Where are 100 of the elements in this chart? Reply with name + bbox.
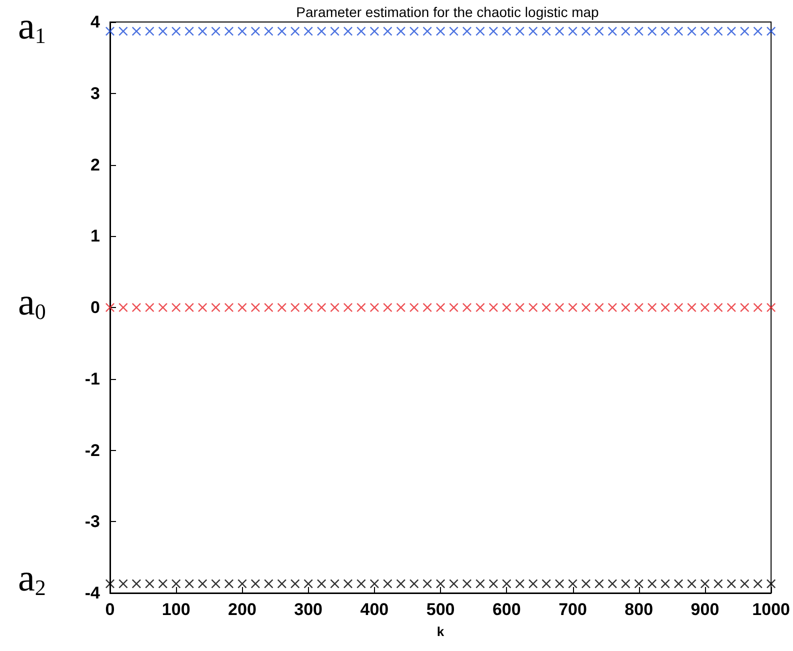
y-tick-label: -1 bbox=[84, 369, 100, 388]
y-tick-label: 2 bbox=[90, 155, 100, 174]
point bbox=[118, 303, 128, 312]
point bbox=[753, 26, 762, 36]
point bbox=[594, 303, 604, 312]
point bbox=[542, 303, 551, 312]
point bbox=[422, 579, 432, 588]
point bbox=[106, 579, 114, 588]
point bbox=[264, 26, 274, 36]
point bbox=[410, 579, 419, 588]
point bbox=[488, 579, 498, 588]
point bbox=[581, 579, 590, 588]
point bbox=[726, 26, 736, 36]
point bbox=[264, 579, 274, 588]
point bbox=[687, 303, 696, 312]
x-tick-label: 300 bbox=[294, 600, 323, 619]
y-tick-label: 1 bbox=[90, 226, 100, 246]
chart-title: Parameter estimation for the chaotic logistic map bbox=[296, 4, 600, 20]
point bbox=[370, 26, 379, 36]
point bbox=[515, 579, 524, 588]
point bbox=[674, 579, 684, 588]
point bbox=[158, 26, 168, 36]
point bbox=[198, 26, 208, 36]
x-tick-label: 700 bbox=[558, 600, 587, 619]
point bbox=[304, 303, 313, 312]
point bbox=[648, 579, 657, 588]
point bbox=[238, 303, 247, 312]
point bbox=[515, 303, 524, 312]
point bbox=[145, 26, 154, 36]
point bbox=[634, 579, 644, 588]
x-tick-label: 200 bbox=[228, 600, 256, 619]
point bbox=[184, 579, 194, 588]
point bbox=[621, 303, 630, 312]
x-tick-label: 400 bbox=[360, 600, 389, 619]
y-tick-label: -3 bbox=[84, 512, 100, 532]
x-axis-title: k bbox=[436, 624, 445, 639]
point bbox=[343, 26, 352, 36]
point bbox=[660, 303, 670, 312]
point bbox=[714, 303, 723, 312]
point bbox=[224, 579, 234, 588]
y-tick-label: -4 bbox=[84, 584, 101, 602]
point bbox=[277, 303, 286, 312]
point bbox=[476, 303, 485, 312]
point bbox=[634, 303, 644, 312]
point bbox=[106, 26, 114, 36]
point bbox=[528, 579, 538, 588]
x-tick-label: 100 bbox=[162, 600, 190, 619]
point bbox=[290, 303, 300, 312]
point bbox=[211, 303, 220, 312]
point bbox=[422, 303, 432, 312]
point bbox=[528, 26, 538, 36]
x-tick-label: 500 bbox=[426, 600, 455, 619]
y-tick-label: 4 bbox=[90, 12, 101, 32]
point bbox=[740, 303, 750, 312]
point bbox=[608, 579, 617, 588]
point bbox=[330, 303, 340, 312]
point bbox=[172, 579, 181, 588]
y-tick-label: 0 bbox=[90, 298, 100, 317]
point bbox=[383, 303, 392, 312]
point bbox=[502, 303, 512, 312]
point bbox=[621, 579, 630, 588]
point bbox=[132, 579, 141, 588]
point bbox=[396, 303, 406, 312]
point bbox=[555, 579, 564, 588]
point bbox=[449, 303, 458, 312]
point bbox=[515, 26, 524, 36]
point bbox=[317, 579, 326, 588]
point bbox=[158, 579, 168, 588]
point bbox=[172, 26, 181, 36]
point bbox=[383, 26, 392, 36]
point bbox=[436, 26, 446, 36]
point bbox=[700, 26, 710, 36]
point bbox=[396, 26, 406, 36]
y-tick-label: 3 bbox=[90, 84, 100, 103]
x-tick-label: 0 bbox=[105, 600, 115, 619]
point bbox=[145, 303, 154, 312]
point bbox=[436, 579, 446, 588]
point bbox=[383, 579, 392, 588]
point bbox=[343, 579, 352, 588]
point bbox=[145, 579, 154, 588]
point bbox=[502, 26, 512, 36]
point bbox=[132, 26, 141, 36]
point bbox=[753, 303, 762, 312]
point bbox=[555, 26, 564, 36]
point bbox=[740, 579, 750, 588]
x-tick-label: 1000 bbox=[752, 600, 790, 619]
point bbox=[581, 26, 590, 36]
point bbox=[290, 26, 300, 36]
point bbox=[700, 579, 710, 588]
point bbox=[462, 579, 472, 588]
point bbox=[462, 26, 472, 36]
point bbox=[634, 26, 644, 36]
point bbox=[277, 579, 286, 588]
y-tick-label: -2 bbox=[84, 440, 100, 460]
point bbox=[158, 303, 168, 312]
point bbox=[396, 579, 406, 588]
point bbox=[740, 26, 750, 36]
point bbox=[317, 26, 326, 36]
point bbox=[410, 303, 419, 312]
point bbox=[356, 303, 366, 312]
